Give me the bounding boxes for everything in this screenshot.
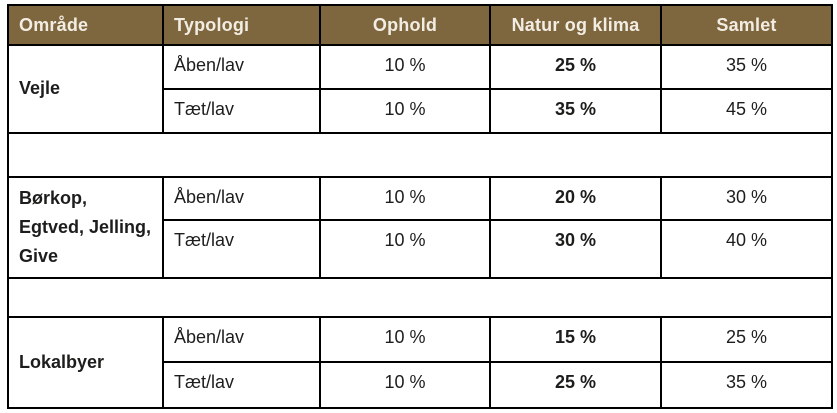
spacer-cell — [7, 277, 833, 318]
spacer-cell — [7, 132, 833, 178]
col-header-omrade: Område — [7, 4, 164, 46]
ophold-cell: 10 % — [319, 361, 491, 409]
natur-og-klima-cell: 25 % — [489, 361, 662, 409]
natur-og-klima-cell: 35 % — [489, 88, 662, 134]
ophold-cell: 10 % — [319, 44, 491, 90]
spacer-row — [7, 277, 833, 318]
area-cell-lokalbyer: Lokalbyer — [7, 316, 164, 409]
samlet-cell: 35 % — [660, 361, 833, 409]
table-row: Vejle Åben/lav 10 % 25 % 35 % — [7, 44, 833, 134]
table-row: Tæt/lav 10 % 30 % 40 % — [8, 219, 833, 279]
natur-og-klima-cell: 20 % — [489, 176, 662, 221]
typology-cell: Tæt/lav — [162, 219, 321, 279]
typology-cell: Åben/lav — [162, 316, 321, 363]
samlet-cell: 30 % — [660, 176, 833, 221]
ophold-cell: 10 % — [319, 176, 491, 221]
area-cell-vejle: Vejle — [7, 44, 164, 134]
table-row: Tæt/lav 10 % 25 % 35 % — [8, 361, 833, 409]
typology-cell: Tæt/lav — [162, 88, 321, 134]
area-cell-borkop-egtved-jelling-give: Børkop, Egtved, Jelling, Give — [7, 176, 164, 279]
typology-cell: Tæt/lav — [162, 361, 321, 409]
col-header-samlet: Samlet — [660, 4, 833, 46]
natur-og-klima-cell: 15 % — [489, 316, 662, 363]
header-row: Område Typologi Ophold Natur og klima Sa… — [7, 4, 833, 46]
table-row: Lokalbyer Åben/lav 10 % 15 % 25 % — [7, 316, 833, 409]
table-row: Børkop, Egtved, Jelling, Give Åben/lav 1… — [7, 176, 833, 279]
typology-cell: Åben/lav — [162, 44, 321, 90]
table-row: Tæt/lav 10 % 35 % 45 % — [8, 88, 833, 134]
samlet-cell: 40 % — [660, 219, 833, 279]
col-header-ophold: Ophold — [319, 4, 491, 46]
ophold-cell: 10 % — [319, 219, 491, 279]
natur-og-klima-cell: 25 % — [489, 44, 662, 90]
spacer-row — [7, 132, 833, 178]
ophold-cell: 10 % — [319, 88, 491, 134]
natur-og-klima-cell: 30 % — [489, 219, 662, 279]
samlet-cell: 45 % — [660, 88, 833, 134]
col-header-natur-og-klima: Natur og klima — [489, 4, 662, 46]
ophold-cell: 10 % — [319, 316, 491, 363]
col-header-typologi: Typologi — [162, 4, 321, 46]
typology-cell: Åben/lav — [162, 176, 321, 221]
percentage-table: Område Typologi Ophold Natur og klima Sa… — [7, 4, 833, 409]
samlet-cell: 35 % — [660, 44, 833, 90]
samlet-cell: 25 % — [660, 316, 833, 363]
